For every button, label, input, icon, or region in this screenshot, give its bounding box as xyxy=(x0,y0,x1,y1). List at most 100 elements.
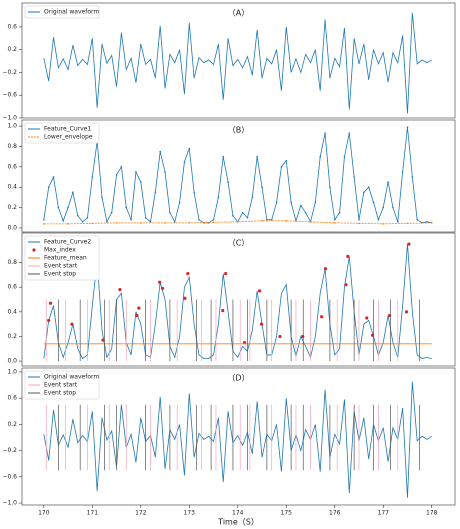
max-point xyxy=(346,254,350,258)
panel-title: （A） xyxy=(228,9,249,18)
point-marker xyxy=(343,155,346,158)
point-marker xyxy=(348,132,351,135)
point-marker xyxy=(67,223,69,225)
series-line xyxy=(43,244,432,360)
legend-label: Feature_mean xyxy=(44,255,87,262)
plot-frame xyxy=(21,119,456,233)
point-marker xyxy=(266,218,268,221)
point-marker xyxy=(144,216,147,219)
point-marker xyxy=(62,220,65,222)
point-marker xyxy=(212,218,215,221)
y-tick-label: 0.6 xyxy=(7,23,17,30)
point-marker xyxy=(377,218,380,221)
y-tick-label: 0.2 xyxy=(7,421,17,428)
y-tick-label: 0.2 xyxy=(7,333,17,340)
legend-box xyxy=(24,122,100,144)
point-marker xyxy=(358,222,360,225)
legend-label: Max_index xyxy=(44,247,76,254)
point-marker xyxy=(81,221,84,223)
y-tick-label: 0.2 xyxy=(7,204,17,211)
point-marker xyxy=(353,176,355,178)
max-point xyxy=(135,313,139,318)
legend-label: Event start xyxy=(44,263,78,270)
plot-frame xyxy=(21,232,456,367)
point-marker xyxy=(149,221,152,223)
point-marker xyxy=(285,220,288,222)
point-marker xyxy=(426,221,428,223)
max-point xyxy=(257,289,262,293)
point-marker xyxy=(261,186,263,188)
point-marker xyxy=(246,216,249,219)
legend-swatch xyxy=(32,248,36,252)
point-marker xyxy=(396,221,399,223)
max-point xyxy=(259,322,264,326)
point-marker xyxy=(319,155,322,158)
max-point xyxy=(301,334,305,339)
max-point xyxy=(344,283,348,287)
max-point xyxy=(161,286,165,291)
point-marker xyxy=(72,191,74,194)
point-marker xyxy=(290,201,292,204)
y-tick-label: −0.2 xyxy=(2,447,17,454)
point-marker xyxy=(178,201,181,204)
point-marker xyxy=(47,186,50,188)
point-marker xyxy=(135,171,137,173)
max-point xyxy=(137,306,141,310)
point-marker xyxy=(358,218,360,221)
max-point xyxy=(407,242,411,246)
point-marker xyxy=(130,218,132,221)
point-marker xyxy=(67,206,69,209)
point-marker xyxy=(91,222,94,225)
point-marker xyxy=(363,191,365,194)
point-marker xyxy=(411,176,414,178)
y-tick-label: −0.2 xyxy=(2,69,17,76)
point-marker xyxy=(275,201,278,204)
point-marker xyxy=(115,222,118,224)
max-point xyxy=(278,334,282,339)
point-marker xyxy=(270,218,273,221)
panel-title: （D） xyxy=(227,374,249,383)
point-marker xyxy=(43,223,45,225)
point-marker xyxy=(430,222,433,224)
point-marker xyxy=(188,222,191,224)
y-tick-label: 0.6 xyxy=(7,284,17,291)
y-tick-label: −0.6 xyxy=(2,92,17,99)
legend: Feature_Curve2Max_indexFeature_meanEvent… xyxy=(24,235,100,281)
max-point xyxy=(183,296,187,300)
point-marker xyxy=(387,181,389,183)
legend-label: Original waveform xyxy=(44,9,99,16)
point-marker xyxy=(401,171,404,173)
max-point xyxy=(320,315,324,319)
y-tick-label: 0.6 xyxy=(7,395,17,402)
point-marker xyxy=(115,174,118,176)
point-marker xyxy=(173,221,176,223)
point-marker xyxy=(57,206,60,209)
y-tick-label: 1.0 xyxy=(7,123,17,130)
point-marker xyxy=(300,204,302,207)
series-line xyxy=(43,127,432,224)
point-marker xyxy=(232,214,234,217)
max-point xyxy=(224,272,228,276)
plot-frame xyxy=(21,367,456,506)
point-marker xyxy=(164,222,166,224)
point-marker xyxy=(333,222,336,224)
x-tick-label: 177 xyxy=(378,510,390,517)
x-tick-label: 178 xyxy=(426,510,438,517)
y-tick-label: −1.0 xyxy=(2,500,17,507)
point-marker xyxy=(222,155,225,158)
point-marker xyxy=(338,211,341,214)
point-marker xyxy=(120,166,123,168)
y-tick-label: 1.0 xyxy=(7,368,17,375)
point-marker xyxy=(392,206,394,209)
legend-label: Event stop xyxy=(44,390,76,397)
point-marker xyxy=(382,223,385,225)
x-axis-label: Time（S） xyxy=(217,518,259,527)
point-marker xyxy=(188,147,191,150)
x-tick-label: 176 xyxy=(329,510,341,517)
point-marker xyxy=(236,221,239,223)
max-point xyxy=(365,316,369,320)
max-point xyxy=(323,267,328,271)
point-marker xyxy=(139,181,142,183)
